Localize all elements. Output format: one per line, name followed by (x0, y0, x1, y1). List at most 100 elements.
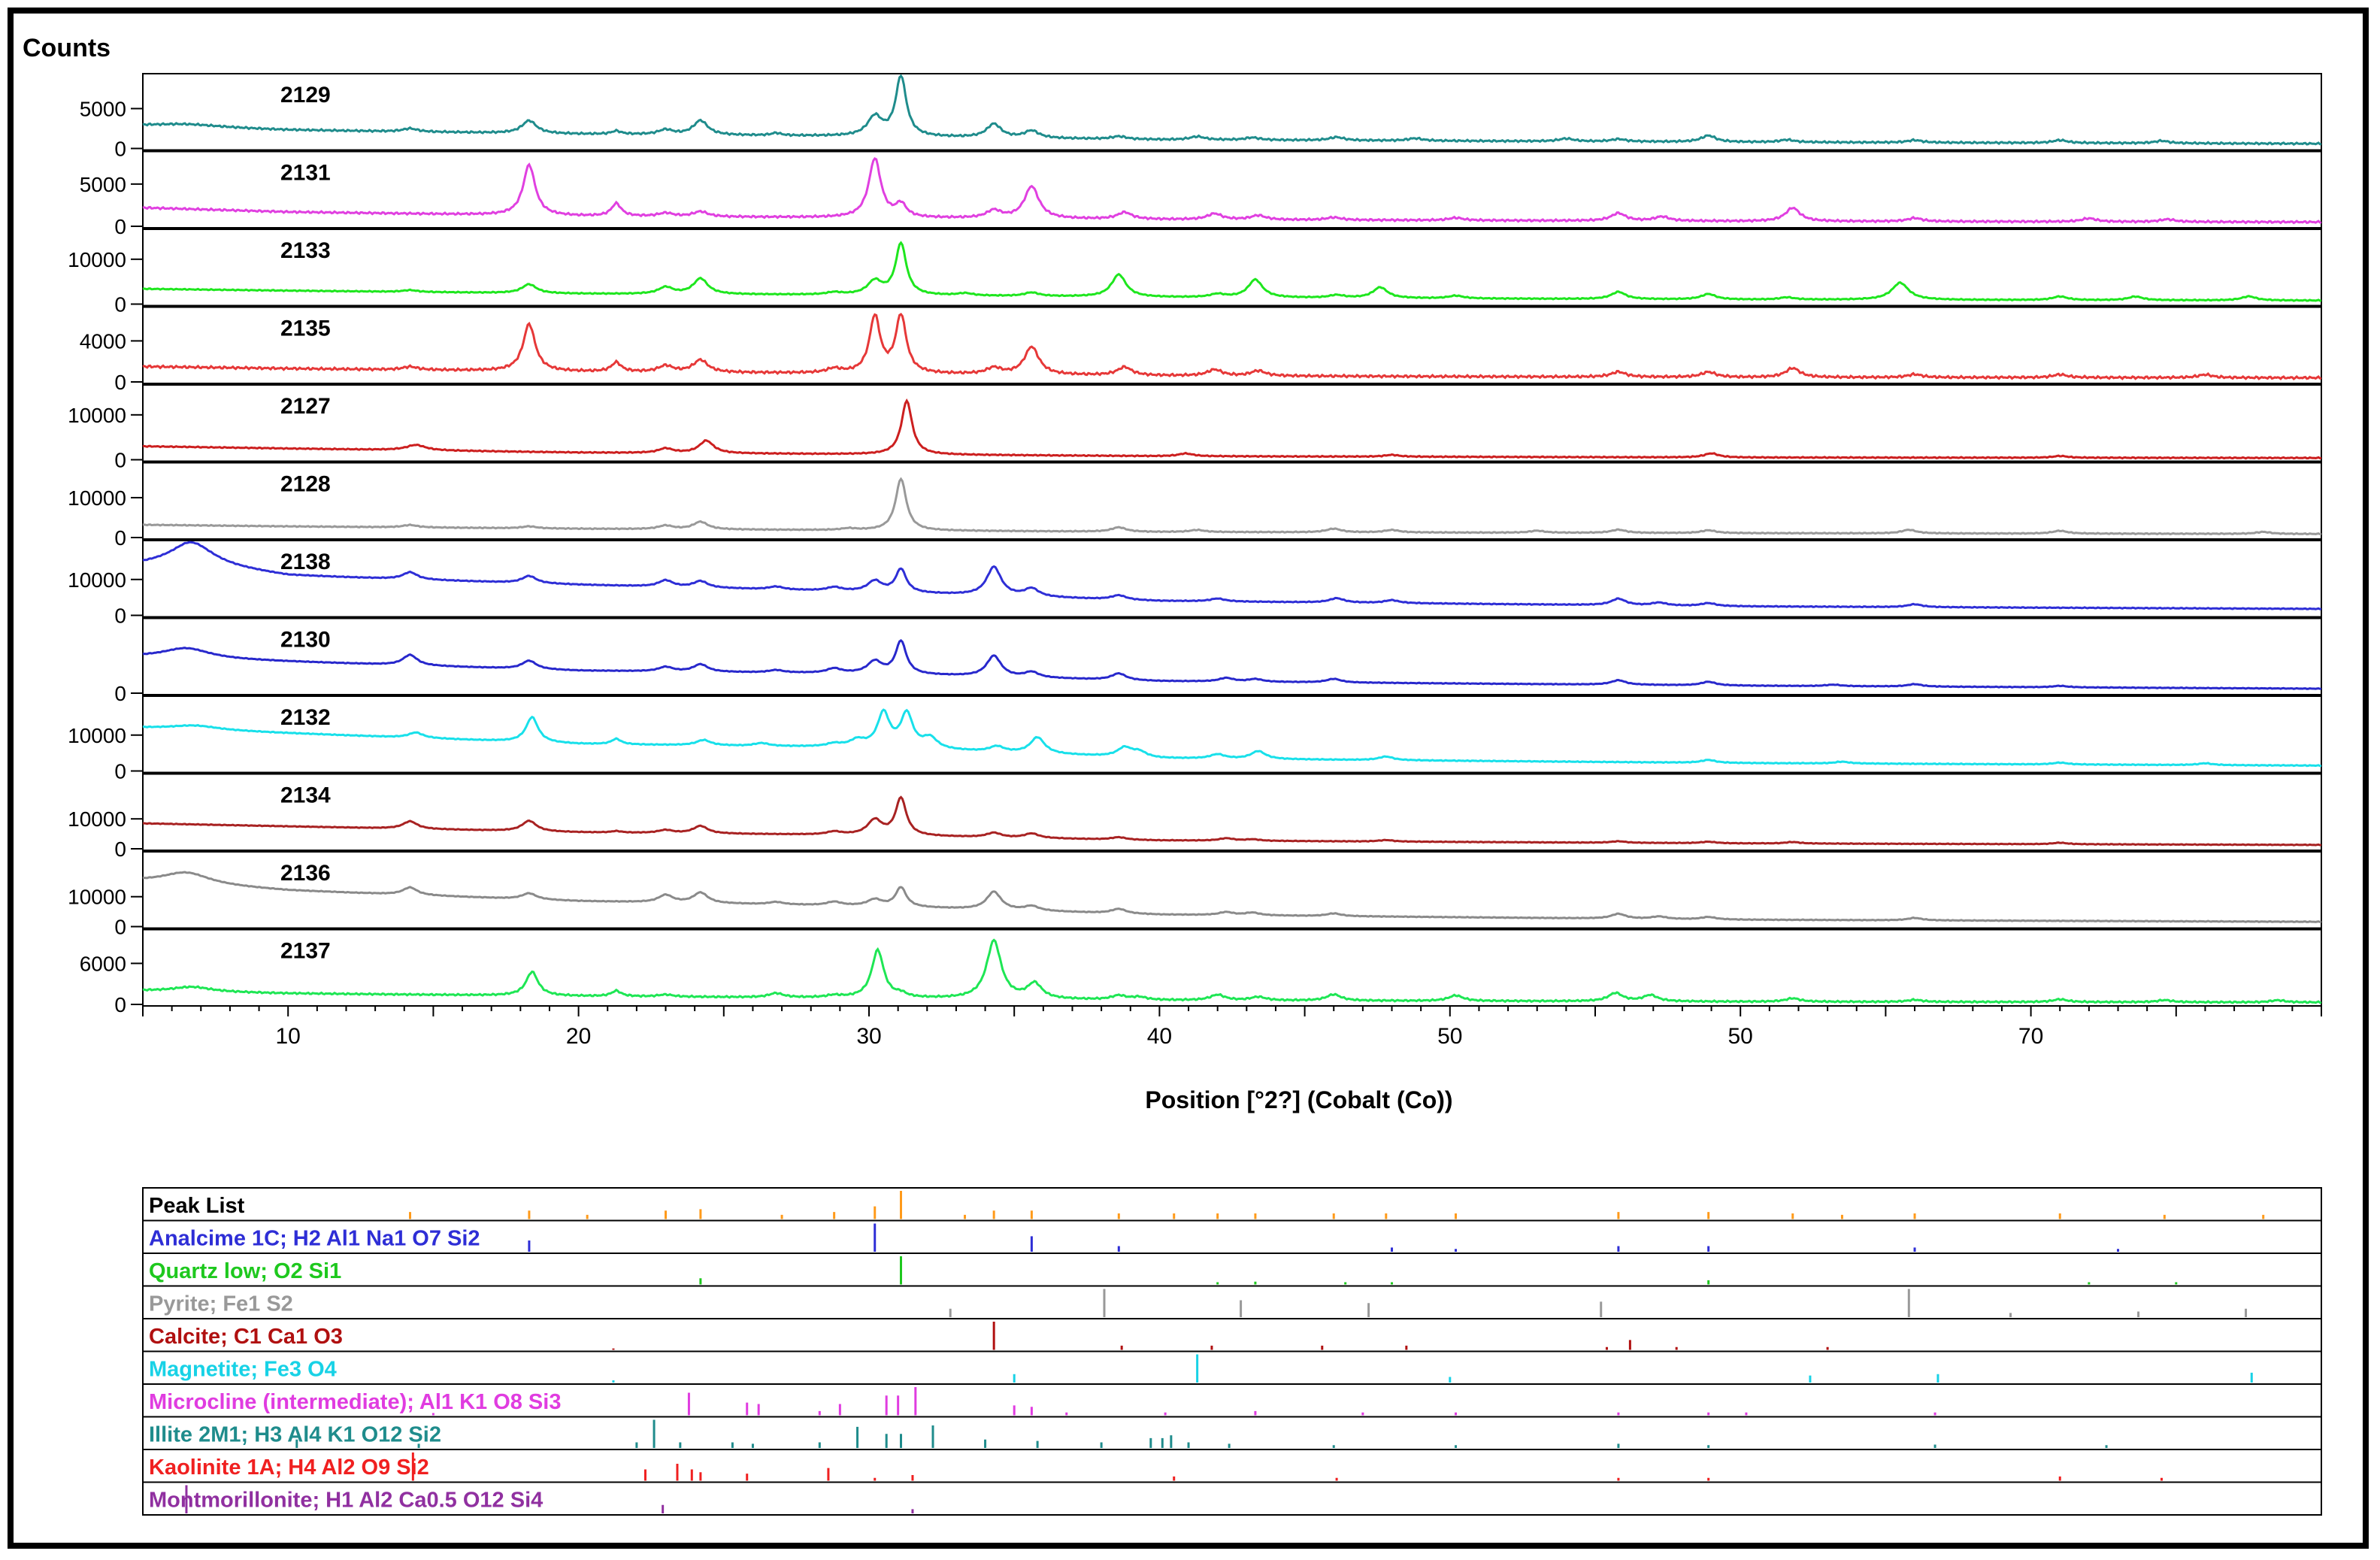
trace-2133 (142, 241, 2322, 302)
ref-panel-frame (142, 1481, 2322, 1516)
figure-frame: Counts 0 5000 2129 0 5000 2131 0 10000 2133 0 4000… (8, 8, 2369, 1549)
y-tick-label: 0 (114, 760, 126, 783)
panel-frame (142, 851, 2322, 929)
y-tick-label: 6000 (80, 952, 126, 975)
ref-panel: Pyrite; Fe1 S2 (142, 1285, 2322, 1319)
y-tick-label: 0 (114, 449, 126, 472)
trace-2131 (142, 156, 2322, 225)
x-tick-label: 40 (1147, 1024, 1172, 1049)
sample-label: 2136 (280, 861, 331, 886)
y-tick-label: 0 (114, 215, 126, 238)
y-tick-label: 0 (114, 604, 126, 628)
panel-2128: 0 10000 2128 (68, 462, 2322, 550)
y-tick-label: 10000 (68, 404, 126, 427)
ref-phase-label: Peak List (149, 1194, 245, 1218)
y-tick-label: 0 (114, 838, 126, 861)
y-tick-label: 0 (114, 916, 126, 939)
panel-2133: 0 10000 2133 (68, 229, 2322, 317)
panel-frame (142, 150, 2322, 229)
x-tick-label: 30 (856, 1024, 881, 1049)
ref-phase-label: Kaolinite 1A; H4 Al2 O9 Si2 (149, 1455, 429, 1480)
trace-2134 (142, 795, 2322, 847)
ref-panel: Montmorillonite; H1 Al2 Ca0.5 O12 Si4 (142, 1481, 2322, 1516)
y-tick-label: 5000 (80, 97, 126, 120)
ref-panel: Quartz low; O2 Si1 (142, 1253, 2322, 1287)
ref-panel-frame (142, 1187, 2322, 1222)
y-axis-label: Counts (23, 34, 111, 62)
sample-label: 2135 (280, 317, 331, 341)
ref-phase-label: Analcime 1C; H2 Al1 Na1 O7 Si2 (149, 1227, 480, 1251)
trace-2132 (142, 708, 2322, 768)
x-tick-label: 10 (276, 1024, 301, 1049)
sample-label: 2128 (280, 472, 331, 497)
y-tick-label: 10000 (68, 807, 126, 831)
y-tick-label: 10000 (68, 248, 126, 271)
ref-panel-frame (142, 1350, 2322, 1385)
ref-panel-frame (142, 1253, 2322, 1287)
panel-2137: 0 6000 2137 (80, 928, 2322, 1016)
panel-frame (142, 462, 2322, 540)
reference-phase-panels: Peak List Analcime 1C; H2 Al1 Na1 O7 Si2 Q… (142, 1187, 2322, 1516)
y-tick-label: 10000 (68, 724, 126, 747)
diffractogram-stack: 0 5000 2129 0 5000 2131 0 10000 2133 0 4000 2135 0 10… (68, 73, 2322, 1016)
ref-panel: Microcline (intermediate); Al1 K1 O8 Si3 (142, 1383, 2322, 1418)
panel-2136: 0 10000 2136 (68, 851, 2322, 939)
sample-label: 2138 (280, 550, 331, 574)
y-tick-label: 0 (114, 526, 126, 550)
y-tick-label: 10000 (68, 486, 126, 510)
ref-panel-frame (142, 1449, 2322, 1483)
ref-panel-frame (142, 1219, 2322, 1254)
trace-2136 (142, 871, 2322, 923)
sample-label: 2130 (280, 628, 331, 653)
y-tick-label: 5000 (80, 173, 126, 196)
panel-frame (142, 73, 2322, 151)
panel-2138: 0 10000 2138 (68, 540, 2322, 628)
x-tick-label: 20 (566, 1024, 591, 1049)
panel-frame (142, 695, 2322, 774)
ref-phase-label: Illite 2M1; H3 Al4 K1 O12 Si2 (149, 1423, 441, 1447)
sample-label: 2129 (280, 83, 331, 108)
ref-phase-label: Quartz low; O2 Si1 (149, 1259, 341, 1283)
ref-phase-label: Pyrite; Fe1 S2 (149, 1292, 293, 1316)
panel-frame (142, 229, 2322, 307)
panel-frame (142, 384, 2322, 462)
panel-2130: 0 2130 (114, 617, 2322, 705)
sample-label: 2137 (280, 939, 331, 964)
sample-label: 2134 (280, 783, 331, 808)
ref-phase-label: Magnetite; Fe3 O4 (149, 1358, 337, 1382)
trace-2137 (142, 938, 2322, 1004)
ref-panel: Kaolinite 1A; H4 Al2 O9 Si2 (142, 1449, 2322, 1483)
ref-panel: Peak List (142, 1187, 2322, 1222)
y-tick-label: 10000 (68, 886, 126, 909)
x-tick-label: 50 (1728, 1024, 1753, 1049)
sample-label: 2127 (280, 394, 331, 419)
panel-frame (142, 540, 2322, 618)
trace-2127 (142, 398, 2322, 460)
ref-phase-label: Montmorillonite; H1 Al2 Ca0.5 O12 Si4 (149, 1489, 543, 1513)
y-tick-label: 0 (114, 682, 126, 705)
panel-frame (142, 306, 2322, 384)
y-tick-label: 0 (114, 993, 126, 1016)
trace-2130 (142, 638, 2322, 690)
ref-panel-frame (142, 1416, 2322, 1450)
panel-2132: 0 10000 2132 (68, 695, 2322, 783)
ref-phase-label: Calcite; C1 Ca1 O3 (149, 1325, 343, 1349)
y-tick-label: 0 (114, 293, 126, 317)
trace-2129 (142, 74, 2322, 146)
panel-frame (142, 773, 2322, 851)
x-axis-label: Position [°2?] (Cobalt (Co)) (1145, 1086, 1452, 1113)
panel-2129: 0 5000 2129 (80, 73, 2322, 161)
ref-phase-label: Microcline (intermediate); Al1 K1 O8 Si3 (149, 1390, 561, 1414)
ref-panel-frame (142, 1285, 2322, 1319)
panel-2135: 0 4000 2135 (80, 306, 2322, 394)
ref-panel: Calcite; C1 Ca1 O3 (142, 1318, 2322, 1353)
x-tick-label: 50 (1437, 1024, 1462, 1049)
y-tick-label: 0 (114, 371, 126, 394)
panel-2131: 0 5000 2131 (80, 150, 2322, 238)
x-axis: 10 20 30 40 50 50 70 (142, 1006, 2322, 1049)
panel-2134: 0 10000 2134 (68, 773, 2322, 861)
panel-2127: 0 10000 2127 (68, 384, 2322, 472)
trace-2128 (142, 477, 2322, 536)
y-tick-label: 4000 (80, 329, 126, 353)
